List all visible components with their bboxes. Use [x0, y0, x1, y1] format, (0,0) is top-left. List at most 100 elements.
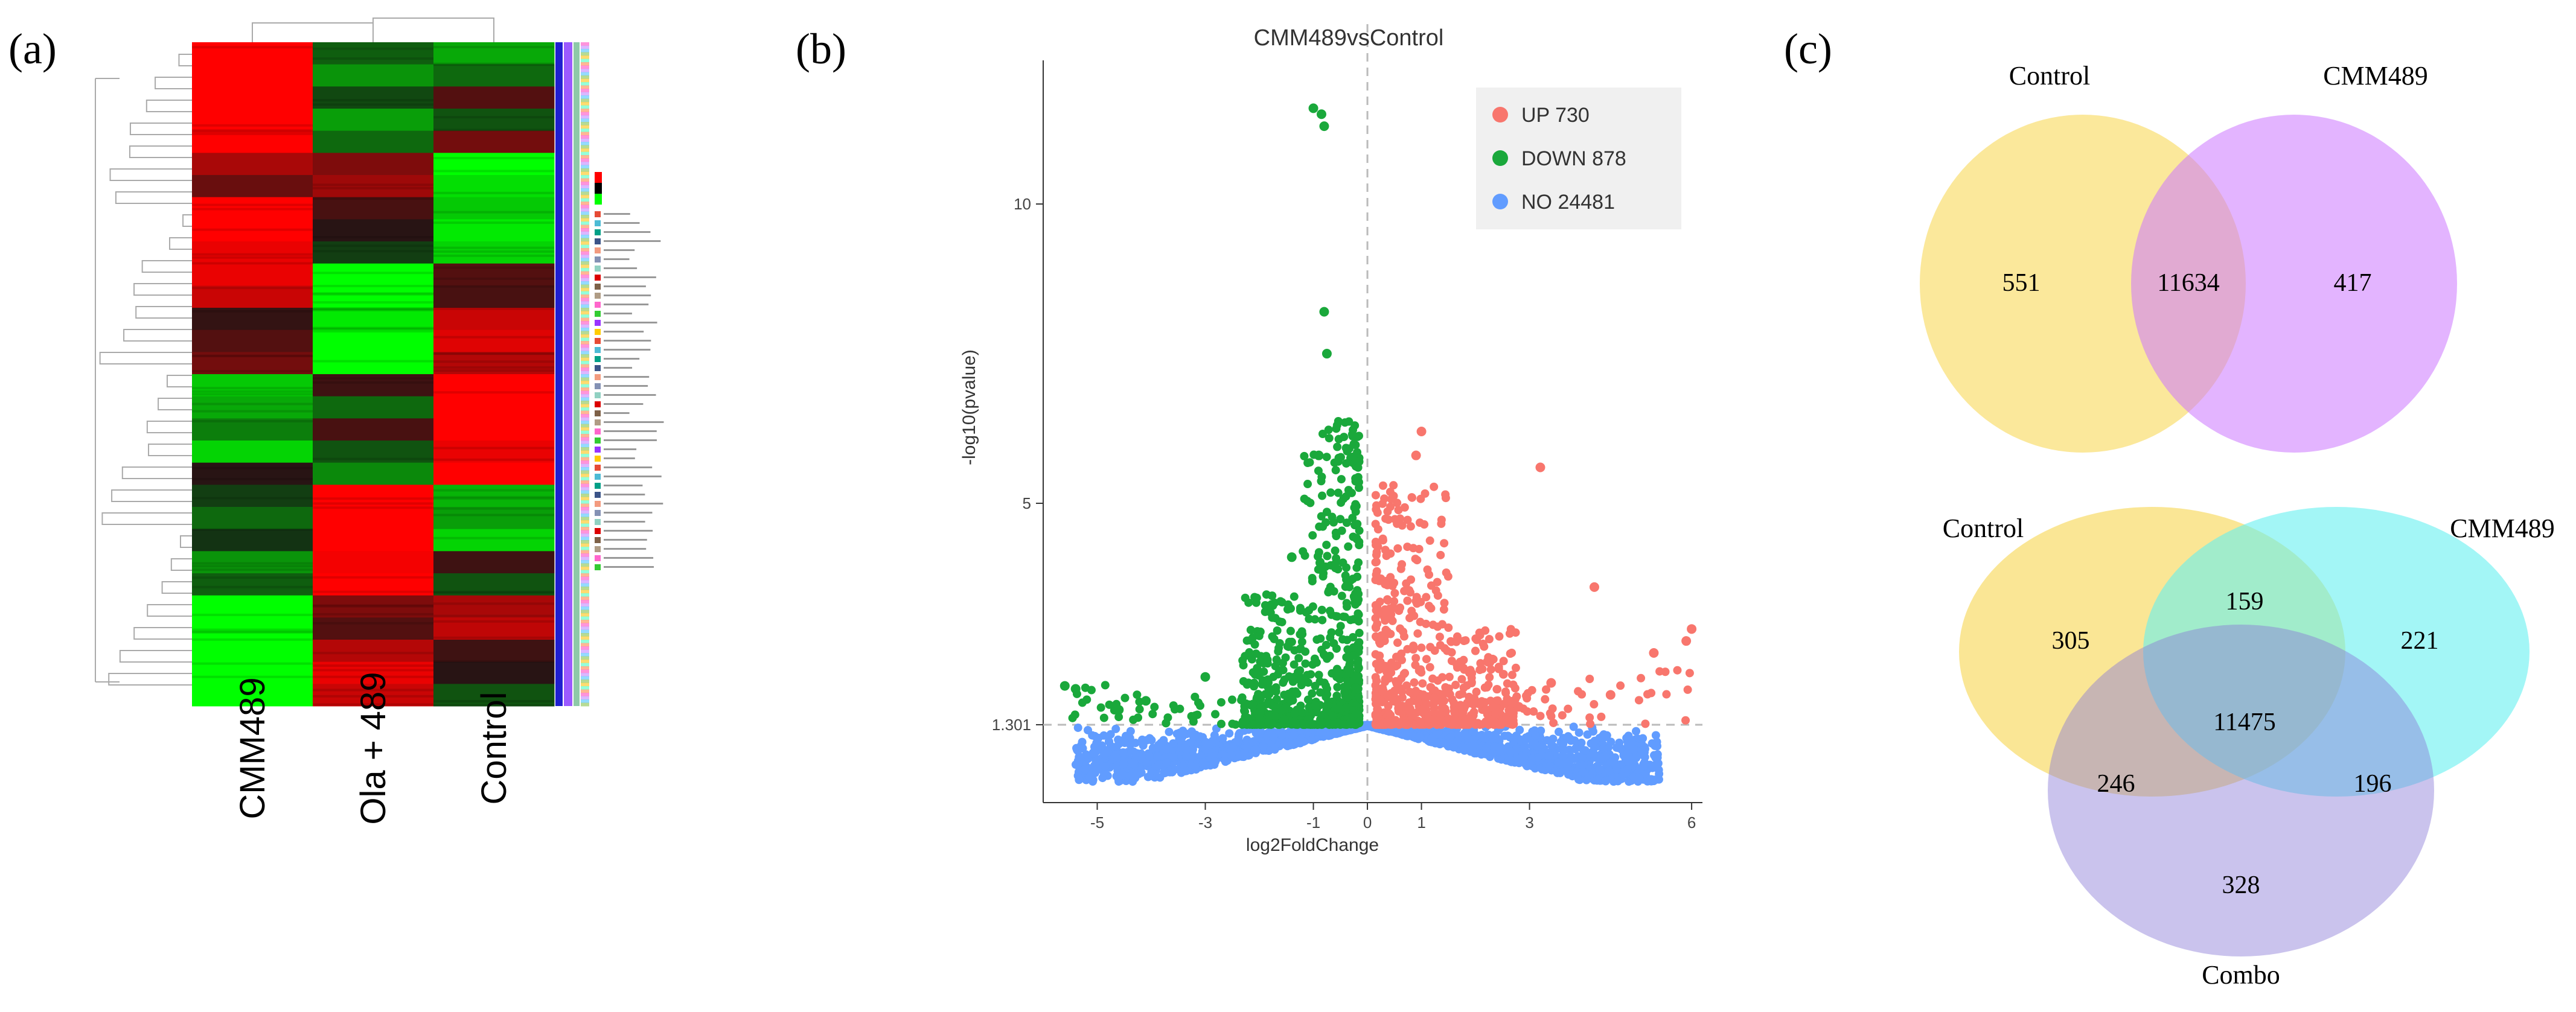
annotation-stripe	[581, 56, 589, 59]
point-up	[1387, 668, 1396, 677]
heatmap-cell	[433, 263, 555, 286]
annotation-stripe	[581, 364, 589, 368]
point-no	[1574, 775, 1583, 784]
point-no	[1609, 758, 1618, 767]
point-up	[1392, 679, 1401, 689]
point-down	[1129, 715, 1138, 724]
point-up	[1373, 525, 1382, 534]
point-no	[1577, 738, 1586, 747]
point-down	[1337, 498, 1346, 507]
legend-swatch	[595, 555, 601, 561]
annotation-stripe	[581, 221, 589, 225]
heatmap-texture	[313, 497, 433, 500]
point-no	[1583, 730, 1592, 739]
point-up	[1411, 596, 1421, 605]
annotation-stripe	[581, 583, 589, 587]
point-no	[1506, 756, 1515, 765]
point-down	[1354, 483, 1363, 492]
point-no	[1111, 750, 1120, 759]
annotation-stripe	[581, 523, 589, 527]
annotation-stripe	[581, 683, 589, 687]
annotation-stripe	[581, 669, 589, 673]
heatmap-texture	[433, 366, 554, 369]
legend-label-line	[604, 340, 651, 342]
heatmap-texture	[313, 301, 433, 304]
heatmap-cell	[313, 640, 434, 663]
annotation-stripe	[581, 311, 589, 315]
legend-label-line	[604, 448, 637, 450]
heatmap-cell	[192, 329, 313, 352]
point-up	[1407, 493, 1416, 502]
point-down	[1336, 515, 1345, 524]
point-up	[1529, 707, 1538, 716]
annotation-stripe	[581, 437, 589, 441]
heatmap-texture	[433, 211, 554, 214]
annotation-stripe	[581, 510, 589, 514]
annotation-stripe	[581, 606, 589, 610]
point-no	[1128, 777, 1137, 786]
dendrogram-branch	[179, 535, 192, 548]
annotation-stripe	[581, 394, 589, 398]
heatmap-texture	[192, 393, 313, 396]
point-no	[1201, 761, 1210, 770]
point-up	[1373, 705, 1382, 714]
annotation-stripe	[581, 430, 589, 434]
point-down	[1244, 598, 1253, 607]
heatmap-texture	[433, 116, 554, 119]
point-down	[1351, 477, 1360, 486]
legend-swatch	[595, 519, 601, 525]
heatmap-texture	[433, 591, 554, 594]
point-no	[1101, 762, 1110, 771]
heatmap-texture	[433, 514, 554, 517]
point-down	[1306, 498, 1315, 508]
point-up	[1564, 704, 1573, 713]
point-no	[1229, 742, 1238, 751]
point-up	[1616, 681, 1625, 690]
annotation-stripe	[581, 590, 589, 594]
point-down	[1297, 627, 1306, 636]
dendrogram-branch	[129, 123, 192, 135]
point-down	[1250, 678, 1259, 687]
heatmap-texture	[192, 568, 313, 571]
legend-swatch	[595, 211, 601, 217]
point-down	[1319, 121, 1329, 132]
point-no	[1446, 733, 1455, 742]
annotation-stripe	[581, 643, 589, 647]
heatmap-cell	[313, 130, 434, 153]
heatmap-texture	[433, 620, 554, 623]
legend-swatch	[595, 383, 601, 389]
legend-swatch	[595, 428, 601, 434]
point-down	[1326, 488, 1335, 497]
point-up	[1387, 658, 1396, 667]
legend-swatch	[595, 392, 601, 398]
point-down	[1349, 651, 1358, 660]
point-down	[1355, 537, 1364, 546]
point-no	[1130, 758, 1139, 767]
heatmap-texture	[433, 156, 554, 159]
heatmap-texture	[313, 377, 433, 380]
point-down	[1295, 644, 1304, 654]
point-down	[1299, 547, 1308, 556]
legend-swatch	[595, 220, 601, 226]
point-no	[1154, 740, 1163, 749]
heatmap-texture	[313, 328, 433, 331]
point-down	[1273, 626, 1282, 635]
x-tick-label: 6	[1687, 813, 1696, 832]
venn-count-cmm489-combo: 196	[2354, 770, 2392, 798]
point-up	[1437, 699, 1446, 708]
point-up	[1385, 488, 1395, 497]
heatmap-texture	[192, 613, 313, 616]
legend-label-line	[604, 430, 657, 432]
heatmap-texture	[313, 99, 433, 102]
heatmap-cell	[313, 153, 434, 176]
point-no	[1162, 759, 1171, 768]
point-no	[1588, 748, 1597, 757]
point-no	[1251, 745, 1260, 754]
volcano-title: CMM489vsControl	[1254, 25, 1444, 51]
point-up	[1478, 639, 1488, 648]
volcano-legend: UP 730 DOWN 878 NO 24481	[1476, 88, 1681, 229]
annotation-stripe	[581, 42, 589, 46]
annotation-stripe	[581, 470, 589, 474]
point-up	[1493, 685, 1502, 694]
heatmap-column-label: Ola + 489	[354, 672, 393, 824]
